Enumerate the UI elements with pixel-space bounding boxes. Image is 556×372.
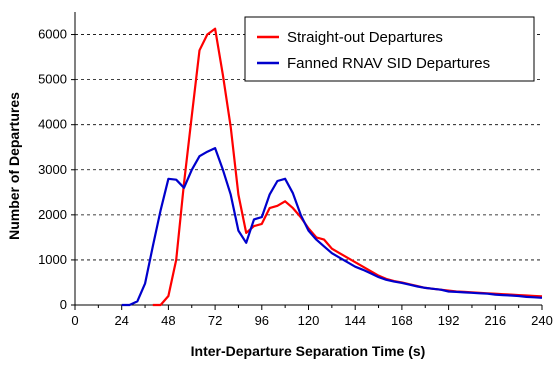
x-tick-label: 0 (71, 313, 78, 328)
y-tick-label: 2000 (38, 207, 67, 222)
x-tick-label: 120 (298, 313, 320, 328)
x-tick-label: 216 (484, 313, 506, 328)
x-tick-label: 192 (438, 313, 460, 328)
series-lines (121, 27, 543, 307)
y-axis-title: Number of Departures (6, 92, 22, 240)
y-tick-label: 5000 (38, 72, 67, 87)
x-tick-label: 48 (161, 313, 175, 328)
x-tick-label: 144 (344, 313, 366, 328)
x-tick-label: 24 (114, 313, 128, 328)
y-tick-label: 1000 (38, 252, 67, 267)
x-tick-label: 72 (208, 313, 222, 328)
legend-label-straight-out: Straight-out Departures (287, 29, 443, 46)
x-tick-label: 96 (255, 313, 269, 328)
series-line-1 (121, 147, 543, 307)
y-tick-label: 3000 (38, 162, 67, 177)
x-tick-label: 168 (391, 313, 413, 328)
legend: Straight-out Departures Fanned RNAV SID … (244, 16, 535, 82)
legend-box (244, 16, 535, 82)
y-tick-label: 4000 (38, 117, 67, 132)
y-tick-label: 6000 (38, 27, 67, 42)
x-tick-label: 240 (531, 313, 553, 328)
x-axis-title: Inter-Departure Separation Time (s) (191, 343, 426, 359)
y-tick-label: 0 (60, 297, 67, 312)
tick-labels: 0 1000 2000 3000 4000 5000 6000 0 24 48 72 96 120 144… (38, 27, 553, 328)
legend-label-fanned-rnav: Fanned RNAV SID Departures (287, 55, 490, 72)
